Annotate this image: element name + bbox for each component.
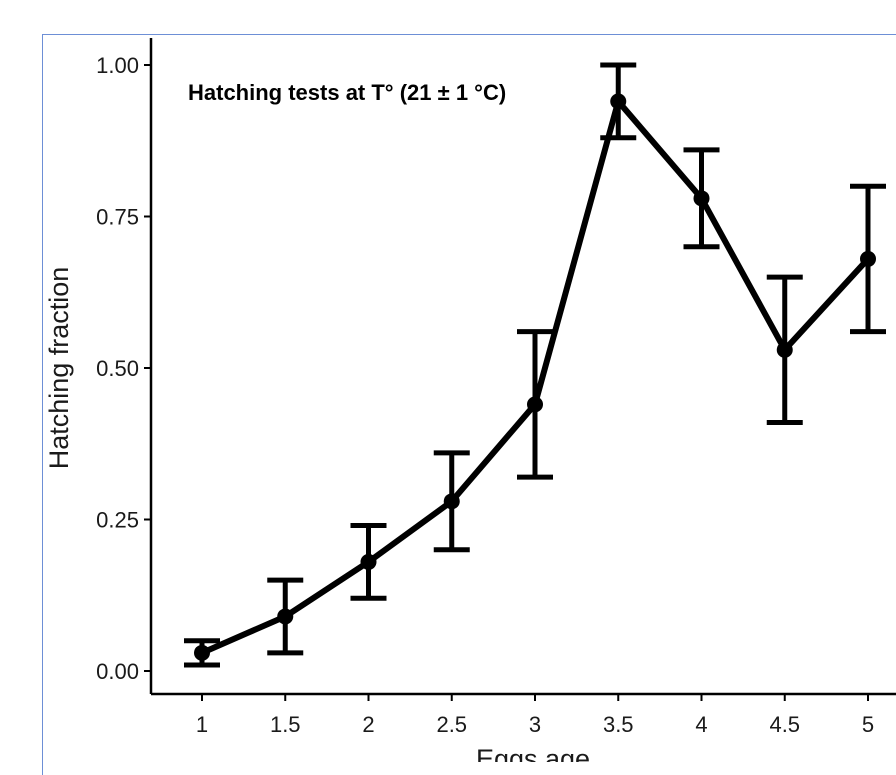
y-tick-label: 0.50	[96, 356, 139, 381]
data-points	[194, 93, 876, 661]
x-tick-label: 2.5	[436, 712, 467, 737]
data-point	[610, 93, 627, 110]
data-point	[527, 396, 543, 413]
data-point	[776, 341, 793, 358]
data-point	[360, 553, 377, 570]
data-point	[860, 250, 876, 267]
x-tick-label: 3	[529, 712, 541, 737]
x-tick-label: 3.5	[603, 712, 634, 737]
data-point	[277, 608, 294, 625]
y-axis-title: Hatching fraction	[44, 267, 74, 470]
y-tick-label: 0.25	[96, 508, 139, 533]
y-axis-ticks: 0.00 0.25 0.50 0.75 1.00	[96, 53, 151, 684]
error-bars	[184, 62, 886, 668]
figure-frame	[42, 34, 896, 775]
data-point	[693, 190, 710, 207]
x-tick-label: 1.5	[270, 712, 301, 737]
x-tick-label: 5	[862, 712, 874, 737]
chart-annotation: Hatching tests at T° (21 ± 1 °C)	[188, 80, 506, 105]
x-tick-label: 4	[695, 712, 707, 737]
axes	[149, 38, 896, 696]
x-tick-label: 2	[362, 712, 374, 737]
y-tick-label: 0.00	[96, 659, 139, 684]
x-tick-label: 1	[196, 712, 208, 737]
x-axis-title: Eggs age	[476, 744, 590, 762]
x-tick-label: 4.5	[769, 712, 800, 737]
x-axis-ticks: 1 1.5 2 2.5 3 3.5 4 4.5 5	[196, 694, 874, 737]
y-tick-label: 1.00	[96, 53, 139, 78]
data-point	[194, 644, 210, 661]
y-tick-label: 0.75	[96, 205, 139, 230]
data-point	[443, 493, 460, 510]
